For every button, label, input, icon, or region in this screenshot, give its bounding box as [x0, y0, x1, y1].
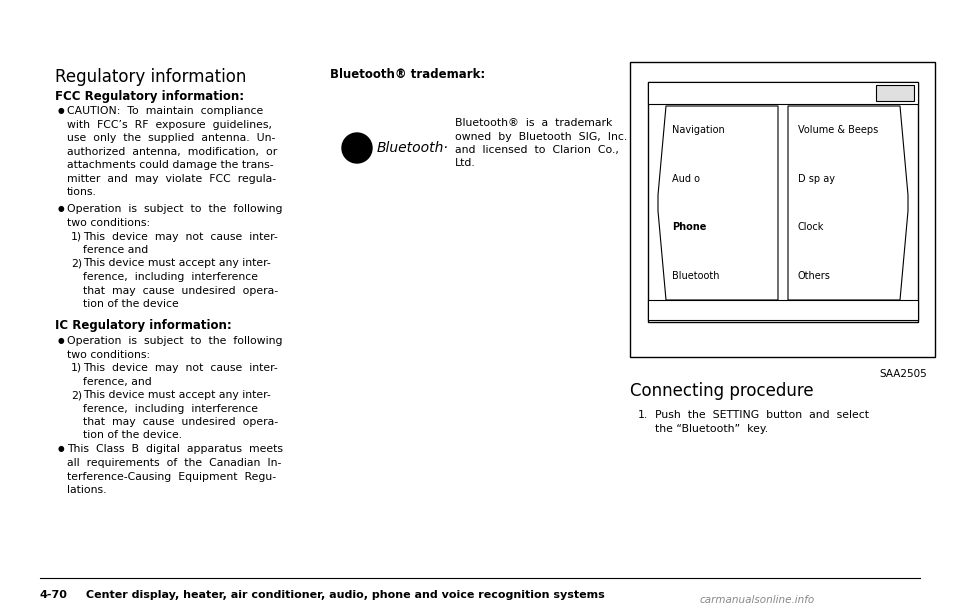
Bar	[630, 62, 935, 357]
Text: IC Regulatory information:: IC Regulatory information:	[55, 319, 231, 332]
Text: CAUTION:  To  maintain  compliance: CAUTION: To maintain compliance	[67, 106, 263, 116]
Text: FCC Regulatory information:: FCC Regulatory information:	[55, 90, 244, 103]
Text: B: B	[352, 142, 362, 155]
Text: Bluetooth: Bluetooth	[672, 271, 719, 280]
Text: Operation  is  subject  to  the  following: Operation is subject to the following	[67, 336, 282, 346]
Text: ference,  including  interference: ference, including interference	[83, 403, 258, 414]
Text: Navigation: Navigation	[672, 125, 725, 135]
Text: ference, and: ference, and	[83, 376, 152, 387]
Text: lations.: lations.	[67, 485, 107, 495]
Bar	[648, 300, 918, 320]
Text: and  licensed  to  Clarion  Co.,: and licensed to Clarion Co.,	[455, 145, 619, 155]
Text: ference and: ference and	[83, 245, 148, 255]
Text: Settings: Settings	[656, 88, 696, 98]
Text: ference,  including  interference: ference, including interference	[83, 272, 258, 282]
Text: This  device  may  not  cause  inter-: This device may not cause inter-	[83, 363, 277, 373]
Text: tion of the device.: tion of the device.	[83, 431, 182, 441]
Circle shape	[342, 133, 372, 163]
Text: mitter  and  may  violate  FCC  regula-: mitter and may violate FCC regula-	[67, 174, 276, 183]
Bar	[648, 82, 918, 322]
Text: ●: ●	[58, 444, 64, 453]
Text: Bluetooth®  is  a  trademark: Bluetooth® is a trademark	[455, 118, 612, 128]
Text: that  may  cause  undesired  opera-: that may cause undesired opera-	[83, 417, 278, 427]
Text: This device must accept any inter-: This device must accept any inter-	[83, 390, 271, 400]
Text: ●: ●	[58, 205, 64, 213]
Text: use  only  the  supplied  antenna.  Un-: use only the supplied antenna. Un-	[67, 133, 276, 143]
Text: Phone: Phone	[672, 222, 707, 232]
Text: SAA2505: SAA2505	[879, 369, 927, 379]
Text: This  device  may  not  cause  inter-: This device may not cause inter-	[83, 232, 277, 241]
Text: Ltd.: Ltd.	[455, 158, 476, 169]
Text: tion of the device: tion of the device	[83, 299, 179, 309]
Text: ↩BACK: ↩BACK	[881, 89, 908, 98]
Text: Bluetooth·: Bluetooth·	[377, 141, 448, 155]
Polygon shape	[658, 106, 778, 300]
Text: Connecting procedure: Connecting procedure	[630, 382, 814, 400]
Text: Volume & Beeps: Volume & Beeps	[798, 125, 878, 135]
Text: that  may  cause  undesired  opera-: that may cause undesired opera-	[83, 285, 278, 296]
Text: authorized  antenna,  modification,  or: authorized antenna, modification, or	[67, 147, 277, 156]
Text: This  Class  B  digital  apparatus  meets: This Class B digital apparatus meets	[67, 444, 283, 455]
Text: Operation  is  subject  to  the  following: Operation is subject to the following	[67, 205, 282, 214]
Bar	[876, 85, 914, 101]
Text: the “Bluetooth”  key.: the “Bluetooth” key.	[655, 423, 768, 433]
Text: Push  the  SETTING  button  and  select: Push the SETTING button and select	[655, 410, 869, 420]
Text: Clock: Clock	[798, 222, 825, 232]
Text: 1): 1)	[71, 363, 83, 373]
Text: Aud o: Aud o	[672, 174, 700, 184]
Text: 2): 2)	[71, 258, 83, 268]
Text: owned  by  Bluetooth  SIG,  Inc.: owned by Bluetooth SIG, Inc.	[455, 131, 627, 142]
Text: 1): 1)	[71, 232, 83, 241]
Text: 2): 2)	[71, 390, 83, 400]
Text: ●: ●	[58, 106, 64, 115]
Text: This device must accept any inter-: This device must accept any inter-	[83, 258, 271, 268]
Text: ●: ●	[58, 336, 64, 345]
Text: two conditions:: two conditions:	[67, 218, 150, 228]
Text: Adds or Edits the Bluetooth Phones and Audio Devices: Adds or Edits the Bluetooth Phones and A…	[665, 306, 900, 315]
Text: Others: Others	[798, 271, 830, 280]
Text: carmanualsonline.info: carmanualsonline.info	[700, 595, 815, 605]
Text: Bluetooth® trademark:: Bluetooth® trademark:	[330, 68, 485, 81]
Text: all  requirements  of  the  Canadian  In-: all requirements of the Canadian In-	[67, 458, 281, 468]
Text: attachments could damage the trans-: attachments could damage the trans-	[67, 160, 274, 170]
Text: Regulatory information: Regulatory information	[55, 68, 247, 86]
Polygon shape	[788, 106, 908, 300]
Text: Center display, heater, air conditioner, audio, phone and voice recognition syst: Center display, heater, air conditioner,…	[86, 590, 605, 600]
Text: two conditions:: two conditions:	[67, 349, 150, 359]
Text: D sp ay: D sp ay	[798, 174, 835, 184]
Text: terference-Causing  Equipment  Regu-: terference-Causing Equipment Regu-	[67, 472, 276, 481]
Text: 4-70: 4-70	[40, 590, 68, 600]
Text: with  FCC’s  RF  exposure  guidelines,: with FCC’s RF exposure guidelines,	[67, 120, 272, 130]
Text: tions.: tions.	[67, 187, 97, 197]
Bar	[648, 82, 918, 104]
Text: 1.: 1.	[638, 410, 648, 420]
